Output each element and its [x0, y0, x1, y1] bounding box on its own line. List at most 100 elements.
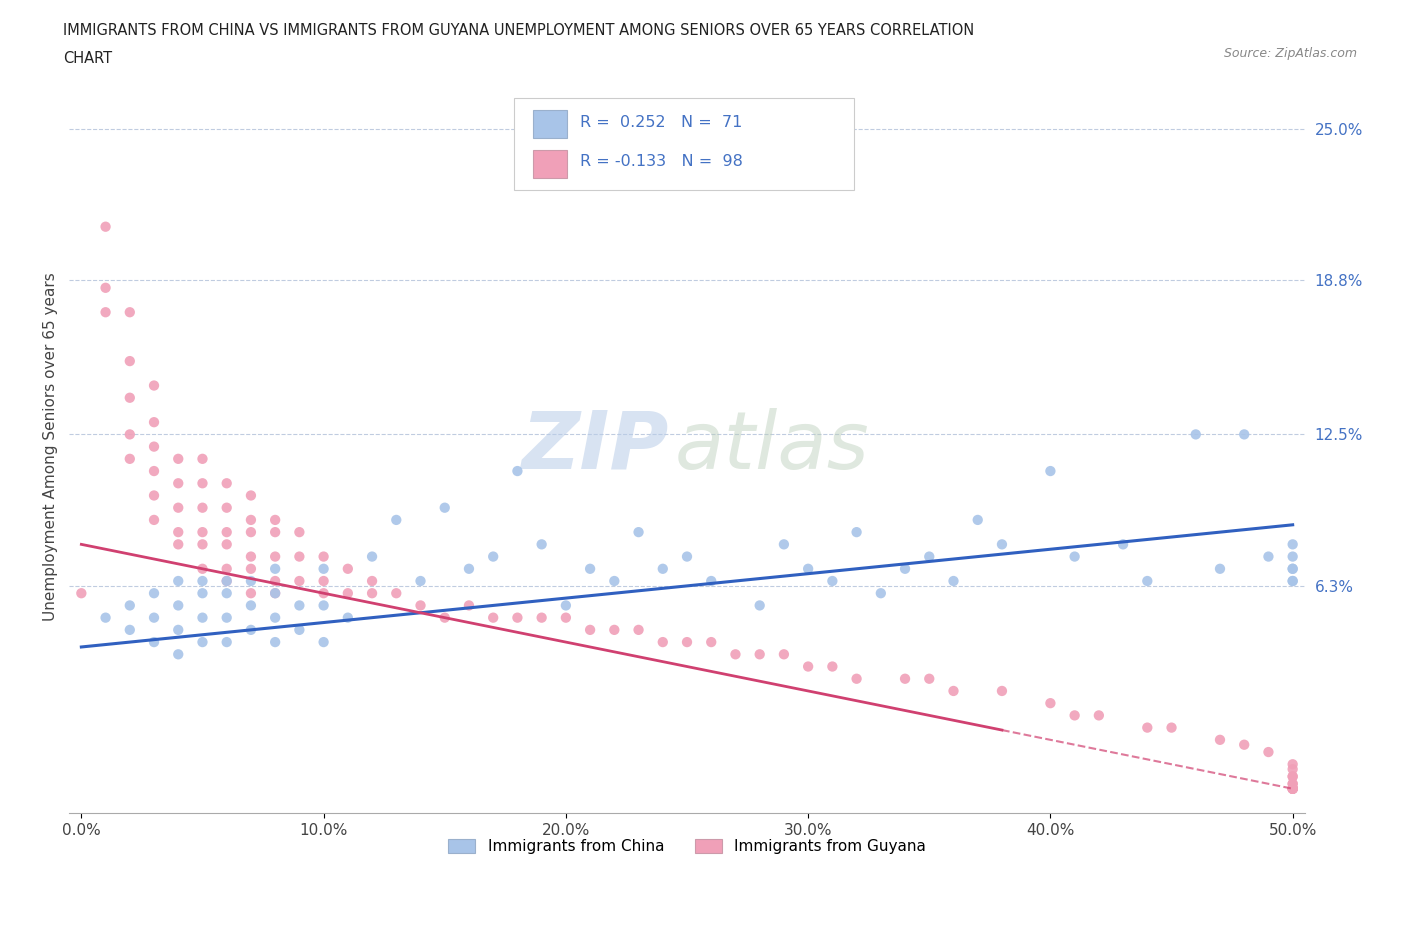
- Point: [845, 525, 868, 539]
- Point: [264, 574, 287, 589]
- Point: [530, 537, 553, 551]
- Point: [1281, 781, 1303, 796]
- Point: [554, 610, 576, 625]
- Point: [167, 451, 190, 466]
- Point: [821, 659, 844, 674]
- Point: [1281, 769, 1303, 784]
- Point: [1281, 781, 1303, 796]
- Point: [239, 586, 262, 601]
- Point: [1281, 762, 1303, 777]
- Point: [118, 622, 141, 637]
- Point: [239, 562, 262, 577]
- Point: [215, 562, 238, 577]
- Point: [1112, 537, 1135, 551]
- Point: [143, 586, 166, 601]
- Point: [1257, 549, 1279, 564]
- Legend: Immigrants from China, Immigrants from Guyana: Immigrants from China, Immigrants from G…: [441, 832, 932, 860]
- Point: [627, 622, 650, 637]
- Point: [167, 574, 190, 589]
- Point: [482, 610, 505, 625]
- Point: [191, 537, 214, 551]
- Point: [143, 439, 166, 454]
- Point: [1281, 549, 1303, 564]
- Point: [1281, 769, 1303, 784]
- Point: [651, 562, 673, 577]
- Text: R = -0.133   N =  98: R = -0.133 N = 98: [579, 154, 742, 169]
- Point: [94, 219, 117, 234]
- Point: [264, 586, 287, 601]
- Point: [1281, 781, 1303, 796]
- Point: [409, 598, 432, 613]
- Point: [312, 634, 335, 649]
- Point: [894, 562, 917, 577]
- Point: [918, 671, 941, 686]
- Point: [239, 549, 262, 564]
- Point: [797, 562, 820, 577]
- Point: [288, 549, 311, 564]
- Point: [579, 562, 602, 577]
- Point: [1088, 708, 1111, 723]
- Point: [118, 427, 141, 442]
- Point: [361, 574, 384, 589]
- Text: CHART: CHART: [63, 51, 112, 66]
- Y-axis label: Unemployment Among Seniors over 65 years: Unemployment Among Seniors over 65 years: [44, 272, 58, 621]
- Point: [191, 610, 214, 625]
- Point: [94, 610, 117, 625]
- Point: [312, 574, 335, 589]
- Text: IMMIGRANTS FROM CHINA VS IMMIGRANTS FROM GUYANA UNEMPLOYMENT AMONG SENIORS OVER : IMMIGRANTS FROM CHINA VS IMMIGRANTS FROM…: [63, 23, 974, 38]
- Point: [215, 500, 238, 515]
- Point: [1281, 562, 1303, 577]
- Point: [239, 488, 262, 503]
- Point: [118, 598, 141, 613]
- Point: [651, 634, 673, 649]
- Point: [603, 574, 626, 589]
- Point: [361, 549, 384, 564]
- Point: [312, 586, 335, 601]
- Point: [239, 512, 262, 527]
- Point: [94, 305, 117, 320]
- Point: [1063, 549, 1085, 564]
- Point: [1039, 464, 1062, 479]
- Point: [797, 659, 820, 674]
- Point: [1209, 562, 1232, 577]
- Bar: [533, 150, 567, 178]
- Point: [724, 647, 747, 662]
- Point: [336, 586, 359, 601]
- Point: [1257, 745, 1279, 760]
- Point: [143, 610, 166, 625]
- Point: [1136, 720, 1159, 735]
- Point: [288, 574, 311, 589]
- Point: [143, 634, 166, 649]
- Point: [627, 525, 650, 539]
- Point: [385, 586, 408, 601]
- Point: [554, 598, 576, 613]
- FancyBboxPatch shape: [515, 99, 853, 190]
- Point: [239, 574, 262, 589]
- Bar: [533, 111, 567, 139]
- Point: [845, 671, 868, 686]
- Point: [167, 500, 190, 515]
- Point: [264, 610, 287, 625]
- Point: [264, 512, 287, 527]
- Point: [991, 684, 1014, 698]
- Point: [1209, 733, 1232, 748]
- Point: [143, 464, 166, 479]
- Point: [191, 476, 214, 491]
- Point: [191, 525, 214, 539]
- Point: [264, 525, 287, 539]
- Text: R =  0.252   N =  71: R = 0.252 N = 71: [579, 114, 742, 130]
- Point: [70, 586, 93, 601]
- Point: [191, 500, 214, 515]
- Point: [482, 549, 505, 564]
- Point: [215, 525, 238, 539]
- Point: [312, 598, 335, 613]
- Point: [700, 634, 723, 649]
- Point: [603, 622, 626, 637]
- Point: [676, 549, 699, 564]
- Point: [215, 574, 238, 589]
- Point: [264, 634, 287, 649]
- Point: [118, 451, 141, 466]
- Point: [506, 610, 529, 625]
- Text: ZIP: ZIP: [522, 407, 668, 485]
- Point: [143, 415, 166, 430]
